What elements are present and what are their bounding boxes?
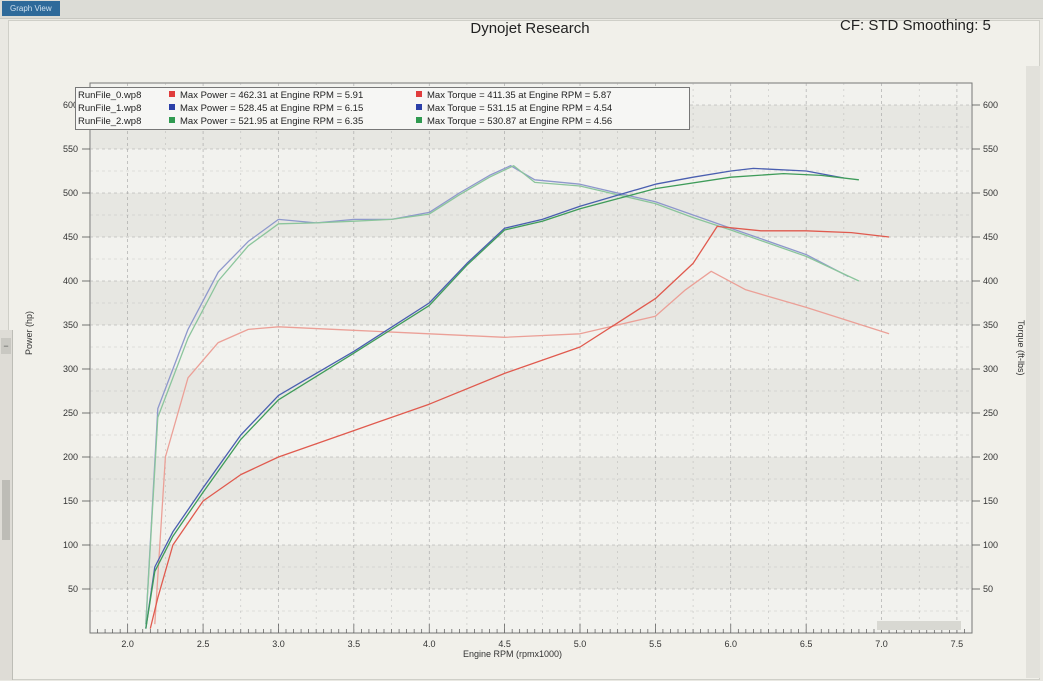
legend-torque: Max Torque = 411.35 at Engine RPM = 5.87 xyxy=(416,89,686,102)
y2-axis-title: Torque (ft-lbs) xyxy=(1016,320,1026,376)
y2-tick-label: 250 xyxy=(983,408,998,418)
y2-tick-label: 100 xyxy=(983,540,998,550)
x-tick-label: 7.0 xyxy=(875,639,888,649)
y-tick-label: 350 xyxy=(63,320,78,330)
x-tick-label: 2.5 xyxy=(197,639,210,649)
y-tick-label: 300 xyxy=(63,364,78,374)
right-panel-strip xyxy=(1026,66,1040,678)
legend-power-text: Max Power = 462.31 at Engine RPM = 5.91 xyxy=(180,90,364,101)
series-line-torque xyxy=(145,165,860,625)
legend-swatch xyxy=(416,91,422,98)
legend-swatch xyxy=(169,91,175,98)
plot-band xyxy=(91,193,971,237)
legend-power: Max Power = 462.31 at Engine RPM = 5.91 xyxy=(169,89,404,102)
legend-run-name: RunFile_1.wp8 xyxy=(78,103,142,114)
graph-view-tab[interactable]: Graph View xyxy=(2,1,60,16)
series-line-power xyxy=(145,172,859,629)
y-tick-label: 400 xyxy=(63,276,78,286)
x-axis-title: Engine RPM (rpmx1000) xyxy=(463,649,563,659)
y-tick-label: 250 xyxy=(63,408,78,418)
legend-swatch xyxy=(416,104,422,111)
x-tick-label: 7.5 xyxy=(951,639,964,649)
x-tick-label: 3.0 xyxy=(272,639,285,649)
left-scrollbar-thumb[interactable] xyxy=(2,480,10,540)
y-tick-label: 200 xyxy=(63,452,78,462)
window-bar: Graph View xyxy=(0,0,1043,19)
x-tick-label: 5.5 xyxy=(649,639,662,649)
legend-power-text: Max Power = 528.45 at Engine RPM = 6.15 xyxy=(180,103,364,114)
y2-tick-label: 600 xyxy=(983,100,998,110)
x-tick-label: 3.5 xyxy=(348,639,361,649)
legend-run-name: RunFile_2.wp8 xyxy=(78,116,142,127)
series-line-power xyxy=(149,225,890,629)
legend-torque: Max Torque = 530.87 at Engine RPM = 4.56 xyxy=(416,115,686,128)
x-tick-label: 5.0 xyxy=(574,639,587,649)
y2-tick-label: 500 xyxy=(983,188,998,198)
y2-tick-label: 400 xyxy=(983,276,998,286)
y2-tick-label: 550 xyxy=(983,144,998,154)
chart-legend: RunFile_0.wp8 Max Power = 462.31 at Engi… xyxy=(75,87,690,130)
legend-torque-text: Max Torque = 411.35 at Engine RPM = 5.87 xyxy=(427,90,612,101)
x-tick-label: 4.0 xyxy=(423,639,436,649)
legend-row: RunFile_0.wp8 Max Power = 462.31 at Engi… xyxy=(76,89,689,102)
series-line-power xyxy=(145,167,844,629)
legend-power-text: Max Power = 521.95 at Engine RPM = 6.35 xyxy=(180,116,364,127)
y2-tick-label: 150 xyxy=(983,496,998,506)
plot-band xyxy=(91,369,971,413)
legend-swatch xyxy=(416,117,422,124)
x-tick-label: 4.5 xyxy=(498,639,511,649)
dynojet-logo xyxy=(877,621,961,630)
legend-torque-text: Max Torque = 530.87 at Engine RPM = 4.56 xyxy=(427,116,613,127)
legend-run-name: RunFile_0.wp8 xyxy=(78,90,142,101)
chart-title: Dynojet Research xyxy=(470,20,590,37)
y-tick-label: 100 xyxy=(63,540,78,550)
y-tick-label: 450 xyxy=(63,232,78,242)
y2-tick-label: 350 xyxy=(983,320,998,330)
plot-band xyxy=(91,281,971,325)
collapse-panel-button[interactable]: − xyxy=(1,338,11,354)
series-line-torque xyxy=(145,165,849,625)
y-axis-title: Power (hp) xyxy=(24,310,34,355)
legend-swatch xyxy=(169,117,175,124)
y-tick-label: 600 xyxy=(63,100,78,110)
legend-swatch xyxy=(169,104,175,111)
legend-torque: Max Torque = 531.15 at Engine RPM = 4.54 xyxy=(416,102,686,115)
legend-torque-text: Max Torque = 531.15 at Engine RPM = 4.54 xyxy=(427,103,613,114)
legend-power: Max Power = 521.95 at Engine RPM = 6.35 xyxy=(169,115,404,128)
x-tick-label: 2.0 xyxy=(121,639,134,649)
plot-band xyxy=(91,457,971,501)
y2-tick-label: 300 xyxy=(983,364,998,374)
y2-tick-label: 450 xyxy=(983,232,998,242)
y2-tick-label: 200 xyxy=(983,452,998,462)
legend-power: Max Power = 528.45 at Engine RPM = 6.15 xyxy=(169,102,404,115)
series-line-torque xyxy=(154,270,890,625)
legend-row: RunFile_2.wp8 Max Power = 521.95 at Engi… xyxy=(76,115,689,128)
correction-factor-info: CF: STD Smoothing: 5 xyxy=(840,17,991,34)
y2-tick-label: 50 xyxy=(983,584,993,594)
x-tick-label: 6.5 xyxy=(800,639,813,649)
legend-row: RunFile_1.wp8 Max Power = 528.45 at Engi… xyxy=(76,102,689,115)
y-tick-label: 50 xyxy=(68,584,78,594)
y-tick-label: 150 xyxy=(63,496,78,506)
x-tick-label: 6.0 xyxy=(725,639,738,649)
plot-band xyxy=(91,545,971,589)
y-tick-label: 550 xyxy=(63,144,78,154)
y-tick-label: 500 xyxy=(63,188,78,198)
